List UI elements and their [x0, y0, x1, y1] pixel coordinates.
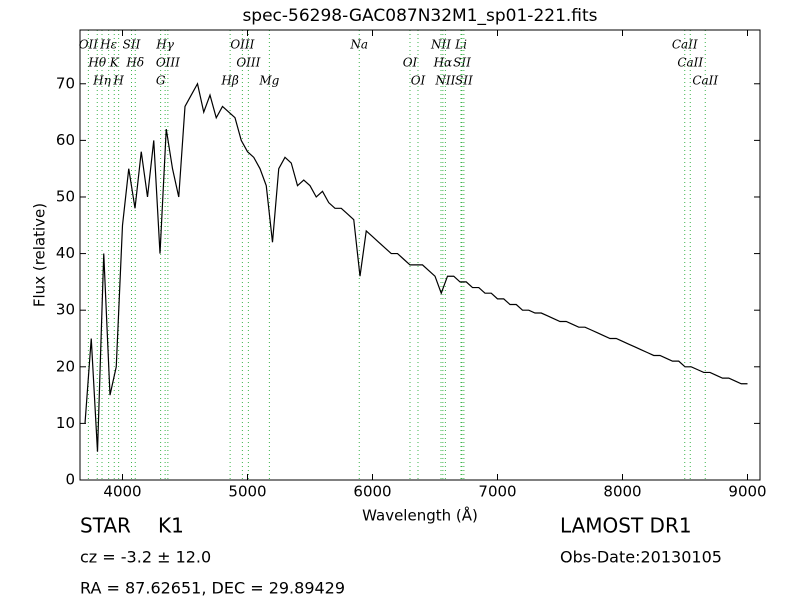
y-tick-label: 60	[56, 131, 75, 149]
spectral-line-label: Hα	[433, 56, 453, 70]
spectral-line-label: K	[109, 56, 120, 70]
x-tick-label: 5000	[228, 483, 266, 501]
spectral-line-label: Na	[349, 38, 368, 52]
coordinates: RA = 87.62651, DEC = 29.89429	[80, 579, 345, 598]
spectral-line-label: Hε	[99, 38, 117, 52]
plot-frame	[79, 29, 761, 481]
spectral-line-label: H	[112, 74, 124, 88]
spectral-line-label: SII	[123, 38, 141, 52]
spectral-line-label: CaII	[677, 56, 703, 70]
spectral-line-label: SII	[455, 74, 473, 88]
spectral-line-label: Hβ	[220, 74, 238, 88]
spectral-line-label: Hθ	[87, 56, 106, 70]
spectral-line-label: CaII	[692, 74, 718, 88]
object-class: STAR	[80, 514, 131, 538]
y-axis-label: Flux (relative)	[31, 203, 49, 307]
x-tick-label: 7000	[478, 483, 516, 501]
y-tick-label: 30	[56, 301, 75, 319]
spectral-line-label: Li	[454, 38, 467, 52]
spectral-line-label: OIII	[230, 38, 254, 52]
spectral-line-label: NII	[434, 74, 455, 88]
spectral-line-label: OIII	[236, 56, 260, 70]
y-tick-label: 40	[56, 244, 75, 262]
survey: LAMOST DR1	[560, 514, 692, 538]
x-axis-label: Wavelength (Å)	[362, 506, 478, 525]
y-tick-label: 10	[56, 414, 75, 432]
x-tick-label: 4000	[103, 483, 141, 501]
spectral-line-label: Hδ	[125, 56, 144, 70]
spectrum-line	[84, 82, 748, 452]
y-tick-label: 70	[56, 74, 75, 92]
y-tick-label: 0	[65, 471, 75, 489]
spectral-line-label: OI	[403, 56, 418, 70]
spectral-line-label: OIII	[156, 56, 180, 70]
redshift: cz = -3.2 ± 12.0	[80, 548, 211, 567]
spectral-line-label: OI	[411, 74, 426, 88]
spectral-line-label: G	[156, 74, 166, 88]
spectral-line-label: NII	[430, 38, 451, 52]
spectral-line-label: Hη	[92, 74, 111, 88]
obs-date: Obs-Date:20130105	[560, 548, 722, 567]
spectral-line-label: SII	[453, 56, 471, 70]
x-tick-label: 9000	[728, 483, 766, 501]
x-tick-label: 6000	[353, 483, 391, 501]
spectral-line-label: OII	[79, 38, 99, 52]
spectral-line-label: Hγ	[155, 38, 174, 52]
spectral-line-label: Mg	[258, 74, 279, 88]
x-tick-label: 8000	[603, 483, 641, 501]
y-tick-label: 20	[56, 357, 75, 375]
chart-title: spec-56298-GAC087N32M1_sp01-221.fits	[242, 6, 597, 26]
y-tick-label: 50	[56, 187, 75, 205]
subclass: K1	[158, 514, 184, 538]
spectral-line-label: CaII	[672, 38, 698, 52]
